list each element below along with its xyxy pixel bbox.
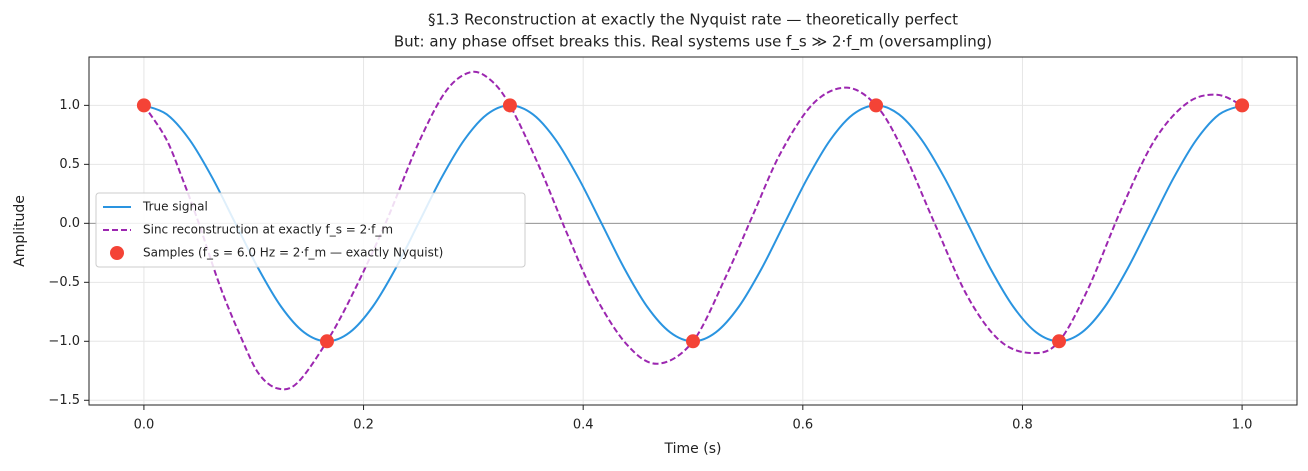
legend-label: Samples (f_s = 6.0 Hz = 2·f_m — exactly … bbox=[143, 246, 443, 260]
sample-point bbox=[1052, 334, 1067, 349]
legend-box bbox=[95, 192, 526, 268]
line-series bbox=[143, 70, 1243, 391]
y-tick-label: 0.5 bbox=[59, 157, 80, 172]
plot-frame bbox=[88, 56, 1298, 406]
y-axis-label: Amplitude bbox=[12, 195, 28, 267]
x-tick-label: 0.4 bbox=[573, 418, 594, 433]
sample-point bbox=[686, 334, 700, 349]
sample-point bbox=[869, 98, 884, 113]
x-axis-label: Time (s) bbox=[664, 441, 722, 457]
sample-point bbox=[136, 98, 151, 113]
x-tick-label: 0.2 bbox=[353, 418, 374, 433]
legend-marker bbox=[110, 246, 124, 260]
x-tick-label: 0.8 bbox=[1012, 418, 1033, 433]
legend-label: True signal bbox=[142, 200, 208, 214]
y-tick-label: −1.0 bbox=[48, 334, 80, 349]
y-tick-label: 0.0 bbox=[59, 216, 80, 231]
x-tick-label: 0.0 bbox=[134, 418, 155, 433]
legend-label: Sinc reconstruction at exactly f_s = 2·f… bbox=[143, 223, 393, 237]
sample-point bbox=[319, 334, 334, 349]
legend: True signal Sinc reconstruction at exactl… bbox=[95, 192, 526, 268]
sample-point bbox=[502, 98, 517, 113]
chart-title: §1.3 Reconstruction at exactly the Nyqui… bbox=[428, 11, 958, 29]
sample-point bbox=[1235, 98, 1250, 113]
y-tick-label: 1.0 bbox=[59, 98, 80, 113]
y-tick-label: −0.5 bbox=[48, 275, 80, 290]
chart-subtitle: But: any phase offset breaks this. Real … bbox=[394, 33, 992, 52]
x-tick-label: 1.0 bbox=[1232, 418, 1253, 433]
y-tick-label: −1.5 bbox=[48, 393, 80, 408]
x-tick-label: 0.6 bbox=[792, 418, 813, 433]
